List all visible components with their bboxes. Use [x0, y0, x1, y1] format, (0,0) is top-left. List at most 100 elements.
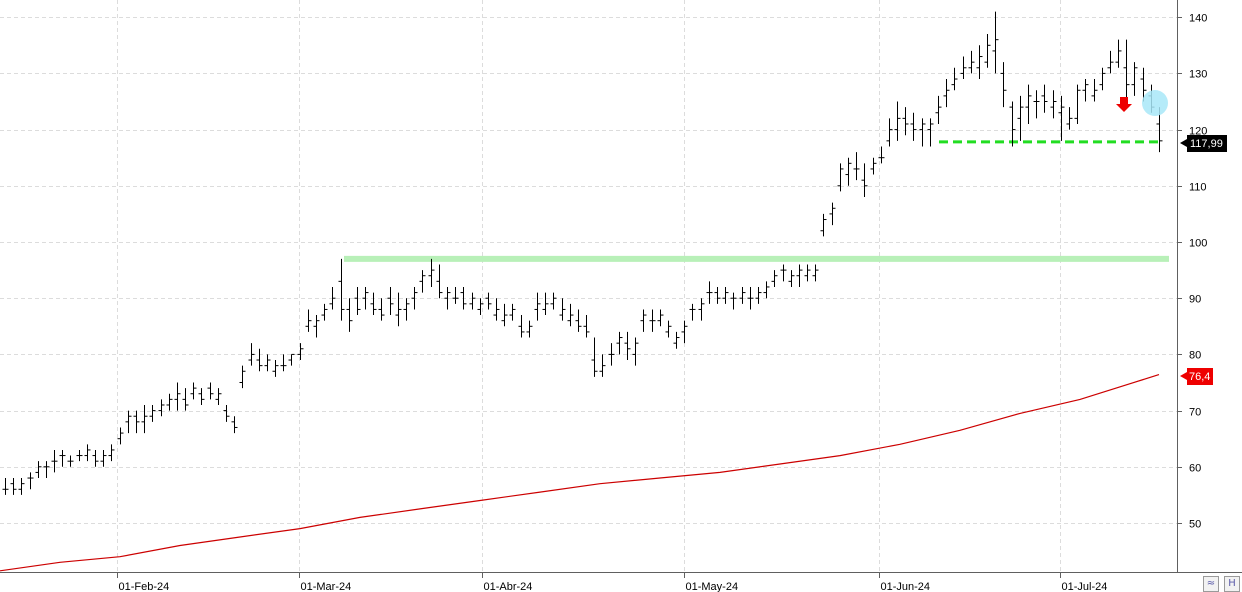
ohlc-bar	[256, 348, 263, 372]
ohlc-bar	[730, 292, 737, 310]
ohlc-bar	[1140, 67, 1147, 102]
ohlc-bar	[239, 365, 246, 389]
x-tick-label: 01-Mar-24	[301, 581, 352, 592]
ohlc-bar	[51, 449, 58, 473]
ohlc-bar	[305, 309, 312, 332]
ohlc-bar	[1099, 67, 1106, 91]
y-tick-label: 100	[1189, 238, 1207, 250]
ohlc-bar	[362, 286, 369, 310]
ohlc-bar	[853, 152, 860, 181]
ohlc-bar	[649, 309, 656, 332]
ohlc-bar	[166, 393, 173, 411]
ohlc-bar	[534, 292, 541, 321]
grid-lines	[0, 0, 1177, 572]
ohlc-bar	[280, 354, 287, 372]
ohlc-bar	[84, 444, 91, 462]
ohlc-bar	[501, 303, 508, 327]
ohlc-bar	[910, 112, 917, 141]
ohlc-bar	[215, 388, 222, 405]
ohlc-bar	[583, 315, 590, 338]
ohlc-bar	[714, 286, 721, 304]
ohlc-bar	[919, 118, 926, 147]
ohlc-bar	[419, 270, 426, 293]
horizontal-scale-button[interactable]: H	[1224, 576, 1240, 592]
ohlc-bar	[559, 298, 566, 321]
ohlc-bar	[820, 213, 827, 237]
y-tick-label: 90	[1189, 294, 1201, 306]
y-tick-label: 70	[1189, 407, 1201, 419]
ohlc-bar	[436, 264, 443, 299]
ohlc-bar	[378, 298, 385, 321]
last-price-badge: 117,99	[1180, 135, 1227, 152]
ohlc-bar	[1058, 95, 1065, 141]
ohlc-bar	[943, 79, 950, 108]
ohlc-bar	[984, 34, 991, 68]
ohlc-bar	[706, 281, 713, 304]
ohlc-bar	[935, 95, 942, 124]
ohlc-bar	[902, 107, 909, 136]
ohlc-bar	[223, 404, 230, 422]
ohlc-bar	[927, 118, 934, 147]
ohlc-bar	[428, 258, 435, 287]
ohlc-bar	[1017, 95, 1024, 141]
ohlc-bar	[198, 388, 205, 405]
ohlc-bar	[870, 157, 877, 175]
ohlc-bars	[2, 11, 1163, 495]
ohlc-bar	[1033, 90, 1040, 119]
ohlc-bar	[673, 331, 680, 349]
y-tick-label: 60	[1189, 463, 1201, 475]
ohlc-bar	[599, 354, 606, 377]
ohlc-bar	[771, 270, 778, 287]
ohlc-bar	[485, 292, 492, 310]
ohlc-bar	[1009, 101, 1016, 147]
ohlc-bar	[493, 298, 500, 321]
ohlc-bar	[608, 343, 615, 366]
ohlc-bar	[452, 286, 459, 304]
ohlc-bar	[804, 264, 811, 282]
ohlc-bar	[125, 410, 132, 434]
ohlc-bar	[76, 449, 83, 462]
ohlc-bar	[477, 298, 484, 316]
ohlc-bar	[526, 320, 533, 338]
ohlc-bar	[951, 67, 958, 91]
ohlc-bar	[1000, 62, 1007, 108]
ohlc-bar	[313, 315, 320, 338]
ohlc-bar	[812, 264, 819, 282]
ohlc-bar	[640, 309, 647, 332]
ohlc-bar	[624, 331, 631, 361]
ohlc-bar	[117, 427, 124, 445]
ohlc-bar	[43, 461, 50, 479]
moving-average-badge: 76,4	[1180, 368, 1213, 385]
ohlc-bar	[894, 101, 901, 141]
ohlc-bar	[747, 286, 754, 310]
ohlc-bar	[10, 478, 17, 495]
ohlc-bar	[469, 292, 476, 310]
moving-average-label: 76,4	[1189, 371, 1210, 383]
ohlc-bar	[158, 399, 165, 417]
x-tick-label: 01-Abr-24	[484, 581, 533, 592]
ohlc-bar	[763, 281, 770, 299]
ohlc-bar	[460, 286, 467, 310]
ohlc-bar	[1123, 39, 1130, 108]
ohlc-bar	[174, 382, 181, 411]
ohlc-bar	[387, 286, 394, 316]
ohlc-bar	[878, 146, 885, 164]
ohlc-bar	[722, 286, 729, 304]
highlight-circle	[1142, 90, 1168, 116]
ohlc-bar	[207, 382, 214, 400]
ohlc-bar	[27, 472, 34, 490]
moving-average-pointer	[1180, 372, 1187, 380]
ohlc-bar	[108, 444, 115, 462]
x-tick-label: 01-Jul-24	[1062, 581, 1108, 592]
autoscale-button[interactable]: ≈	[1203, 576, 1219, 592]
ohlc-bar	[550, 292, 557, 310]
ohlc-bar	[567, 303, 574, 327]
ohlc-bar	[395, 292, 402, 327]
ohlc-bar	[370, 292, 377, 316]
x-tick-label: 01-Jun-24	[881, 581, 931, 592]
ohlc-bar	[411, 286, 418, 310]
ohlc-bar	[665, 320, 672, 338]
ohlc-bar	[1025, 84, 1032, 124]
ohlc-bar	[338, 258, 345, 321]
